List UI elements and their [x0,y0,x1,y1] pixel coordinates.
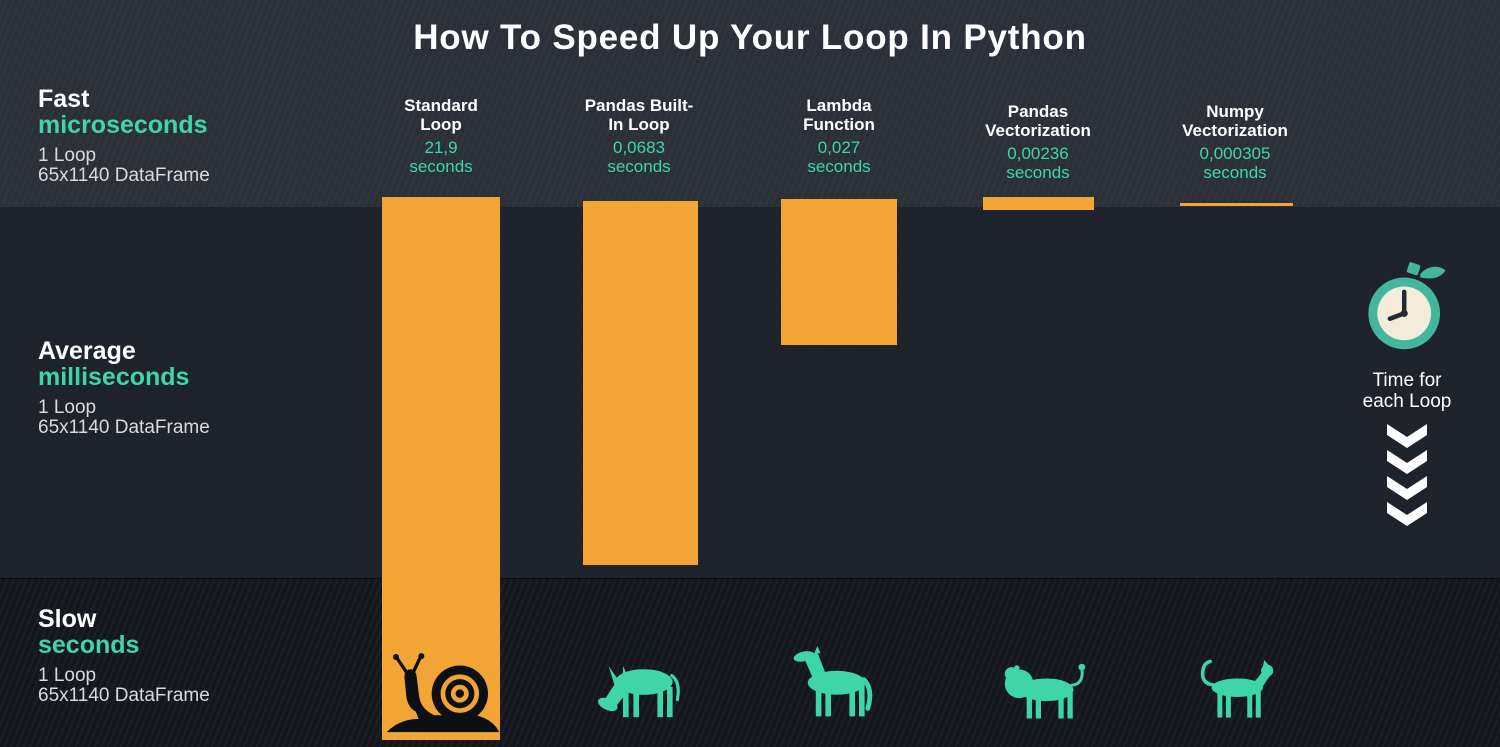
section-label-fast: Fast microseconds 1 Loop 65x1140 DataFra… [38,86,210,187]
column-title-line2: Vectorization [1182,121,1288,141]
section-sub1-slow: 1 Loop [38,664,97,686]
cheetah-icon [1176,655,1300,719]
snail-icon [381,648,503,734]
column-title-line2: In Loop [608,115,670,135]
column-title-line1: Pandas Built- [584,96,694,115]
legend-label: Time for each Loop [1336,370,1478,412]
column-header-standard-loop: Standard Loop 21,9 seconds [353,96,529,177]
column-title-line2: Loop [420,115,462,135]
column-value: 0,0683 seconds [551,138,727,177]
column-value: 0,027 seconds [751,138,927,177]
donkey-icon [576,650,694,722]
page-title: How To Speed Up Your Loop In Python [413,18,1087,57]
column-value-number: 21,9 [424,137,458,157]
column-title-line1: Pandas [1007,102,1069,121]
column-title: Standard Loop [353,96,529,135]
section-unit-fast: microseconds [38,111,208,140]
column-title: Lambda Function [751,96,927,135]
band-slow-seconds [0,578,1500,747]
column-title: Numpy Vectorization [1147,102,1323,141]
section-label-slow: Slow seconds 1 Loop 65x1140 DataFrame [38,606,210,707]
bar-pandas-vectorization [983,197,1094,210]
bar-standard-loop [382,197,500,740]
column-value: 21,9 seconds [353,138,529,177]
section-sub2-average: 65x1140 DataFrame [38,417,210,439]
column-header-numpy-vectorization: Numpy Vectorization 0,000305 seconds [1147,102,1323,183]
column-title-line2: Function [803,115,875,135]
bar-lambda-function [781,199,897,345]
column-title-line2: Vectorization [985,121,1091,141]
section-sub1-average: 1 Loop [38,396,97,418]
section-unit-slow: seconds [38,631,140,660]
column-value-number: 0,00236 [1007,143,1069,163]
column-value-unit: seconds [1006,163,1070,183]
column-value-unit: seconds [1203,163,1267,183]
column-title: Pandas Vectorization [950,102,1126,141]
horse-icon [771,646,891,718]
bar-numpy-vectorization [1180,203,1293,206]
section-title-fast: Fast [38,85,90,113]
band-average-milliseconds [0,207,1500,578]
chevron-down-icons [1387,424,1427,526]
column-title-line1: Numpy [1206,102,1264,121]
legend-label-line2: each Loop [1362,390,1452,412]
column-title-line1: Standard [404,96,478,115]
column-value-number: 0,000305 [1199,143,1271,163]
bar-pandas-built-in-loop [583,201,698,565]
column-value-unit: seconds [607,157,671,177]
column-value: 0,00236 seconds [950,144,1126,183]
column-value-number: 0,027 [817,137,861,157]
column-header-lambda-function: Lambda Function 0,027 seconds [751,96,927,177]
column-value-unit: seconds [807,157,871,177]
column-header-pandas-vectorization: Pandas Vectorization 0,00236 seconds [950,102,1126,183]
column-header-pandas-built-in-loop: Pandas Built- In Loop 0,0683 seconds [551,96,727,177]
legend-label-line1: Time for [1372,370,1442,391]
section-sub1-fast: 1 Loop [38,144,97,166]
band-fast-microseconds [0,0,1500,207]
column-title: Pandas Built- In Loop [551,96,727,135]
section-sub2-fast: 65x1140 DataFrame [38,165,210,187]
stopwatch-icon [1363,260,1449,356]
lion-icon [975,652,1101,720]
section-unit-average: milliseconds [38,363,190,392]
column-value-number: 0,0683 [613,137,665,157]
section-label-average: Average milliseconds 1 Loop 65x1140 Data… [38,338,210,439]
section-sub2-slow: 65x1140 DataFrame [38,685,210,707]
column-value-unit: seconds [409,157,473,177]
section-title-average: Average [38,337,136,365]
section-title-slow: Slow [38,605,97,633]
column-value: 0,000305 seconds [1147,144,1323,183]
column-title-line1: Lambda [806,96,872,115]
